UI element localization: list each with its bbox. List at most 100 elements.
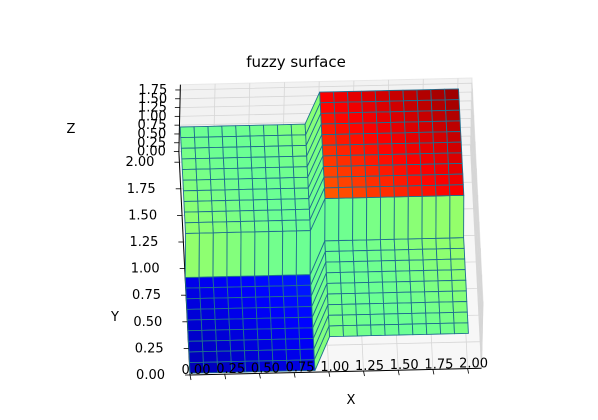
surface-face [227, 297, 243, 309]
surface-face [403, 110, 419, 123]
surface-face [450, 269, 467, 281]
surface-face [221, 135, 238, 148]
surface-face [383, 302, 399, 315]
surface-face [255, 296, 271, 309]
surface-face [184, 276, 201, 289]
surface-face [404, 121, 420, 134]
surface-face [334, 122, 351, 135]
surface-face [222, 157, 239, 170]
surface-face [446, 141, 463, 154]
surface-face [193, 125, 209, 138]
x-tick-mark [259, 373, 261, 379]
x-tick-label: 0.50 [251, 361, 280, 376]
x-tick-label: 0.25 [216, 362, 245, 377]
surface-face [327, 303, 343, 316]
surface-face [283, 306, 299, 319]
surface-face [236, 146, 252, 159]
surface-face [296, 284, 312, 297]
surface-face [215, 339, 232, 352]
surface-face [194, 136, 210, 149]
surface-face [251, 167, 267, 180]
surface-face [265, 177, 281, 190]
surface-face [342, 324, 358, 337]
surface-face [257, 349, 274, 362]
chart-title: fuzzy surface [246, 53, 346, 71]
surface-face [447, 162, 464, 175]
surface-face [297, 306, 313, 318]
surface-face [212, 231, 228, 278]
y-tick-label: 2.00 [125, 155, 154, 170]
surface-face [422, 248, 438, 261]
surface-face [319, 91, 335, 104]
surface-face [435, 248, 452, 261]
surface-face [254, 231, 270, 277]
surface-face [353, 271, 370, 284]
surface-face [416, 89, 432, 101]
surface-face [407, 185, 423, 198]
surface-face [215, 329, 231, 342]
surface-face [339, 261, 355, 273]
x-tick-label: 1.00 [320, 360, 349, 375]
surface-face [390, 121, 406, 134]
surface-face [395, 270, 411, 283]
surface-face [339, 271, 356, 284]
surface-face [293, 176, 309, 189]
surface-face [230, 350, 246, 363]
surface-face [208, 146, 224, 159]
surface-face [348, 122, 364, 135]
surface-face [407, 238, 423, 251]
surface-face [390, 132, 407, 145]
surface-face [263, 134, 279, 147]
x-tick-mark [328, 371, 331, 377]
surface-face [185, 287, 201, 300]
surface-face [293, 187, 310, 200]
surface-face [445, 109, 461, 122]
surface-face [277, 134, 293, 147]
surface-face [376, 132, 393, 145]
surface-face [365, 175, 381, 188]
surface-face [405, 142, 421, 155]
surface-face [291, 134, 307, 147]
tick-labels: 0.00 0.25 0.50 0.75 1.00 1.25 1.50 1.75 2.000.00… [125, 83, 488, 383]
surface-face [265, 166, 281, 179]
surface-face [333, 101, 349, 114]
surface-face [277, 145, 294, 158]
surface-face [356, 324, 372, 337]
surface-face [435, 195, 451, 239]
surface-face [393, 196, 409, 240]
surface-face [366, 249, 382, 262]
z-grid-line [179, 109, 483, 334]
surface-face [347, 101, 363, 114]
x-tick-mark [397, 370, 400, 376]
surface-face [446, 131, 462, 143]
surface-face [335, 144, 352, 157]
x-tick-mark [363, 370, 365, 377]
surface-face [355, 303, 371, 316]
surface-face [411, 323, 428, 336]
surface-face [224, 178, 240, 191]
surface-face [276, 123, 293, 136]
surface-face [355, 313, 372, 326]
x-tick-mark [293, 372, 296, 378]
surface-face [438, 301, 454, 314]
surface-face [187, 329, 203, 342]
surface-face [249, 135, 265, 148]
surface-face [281, 219, 297, 232]
surface-face [278, 155, 294, 168]
surface-face [328, 325, 344, 338]
surface-face [212, 221, 228, 234]
surface-face [240, 286, 257, 298]
y-tick-label: 0.25 [135, 341, 164, 356]
surface-face [398, 323, 414, 336]
surface-face [211, 200, 227, 212]
surface-face [425, 322, 442, 335]
surface-face [197, 211, 214, 223]
surface-face [211, 210, 228, 223]
surface-face [183, 211, 200, 224]
z-tick-label: 0.50 [137, 127, 166, 142]
surface-face [362, 122, 378, 135]
surface-face [180, 136, 196, 149]
surface-face [255, 307, 272, 319]
surface-face [410, 291, 426, 304]
